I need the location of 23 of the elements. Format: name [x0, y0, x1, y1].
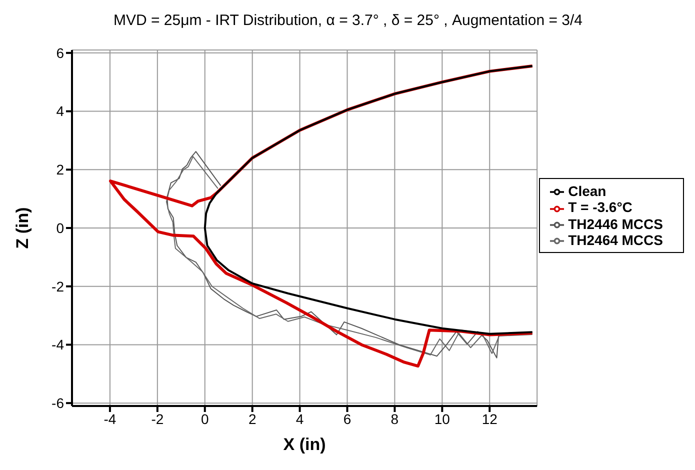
x-tick-label: 10 [434, 410, 450, 427]
y-tick-label: -4 [52, 336, 64, 353]
x-tick-label: -2 [151, 410, 164, 427]
legend-label: TH2464 MCCS [568, 232, 663, 248]
legend-label: TH2446 MCCS [568, 216, 663, 232]
x-tick-label: 8 [390, 410, 399, 427]
x-tick-label: 4 [296, 410, 304, 427]
x-tick-label: -4 [104, 410, 116, 427]
x-tick-label: 2 [248, 410, 256, 427]
y-tick-label: 0 [56, 220, 64, 236]
y-axis-title: Z (in) [13, 207, 32, 249]
y-tick-label: -2 [52, 278, 64, 294]
chart-title: MVD = 25μm - IRT Distribution, α = 3.7° , δ = 25° , Augmentation = 3/4 [112, 11, 584, 31]
x-tick-label: 12 [482, 410, 498, 427]
legend-label: T = -3.6°C [568, 199, 632, 216]
x-axis-title: X (in) [283, 435, 326, 454]
y-tick-label: 4 [56, 103, 64, 120]
legend-label: Clean [568, 183, 606, 199]
y-tick-label: 2 [56, 162, 64, 178]
x-tick-label: 6 [343, 410, 352, 427]
y-tick-label: -6 [52, 395, 64, 412]
y-tick-label: 6 [56, 44, 64, 61]
x-tick-label: 0 [200, 410, 209, 427]
